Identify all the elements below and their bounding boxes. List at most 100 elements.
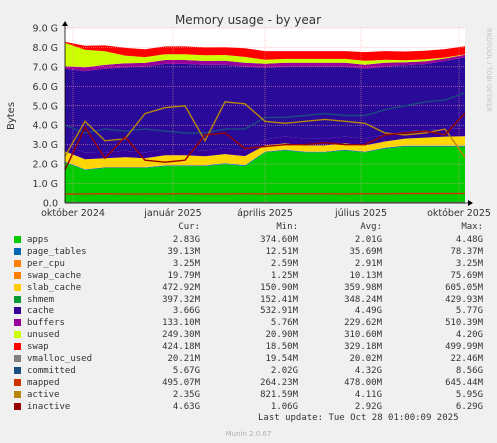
legend-swatch: [14, 259, 21, 267]
legend-header-min: Min:: [276, 222, 298, 232]
legend-value-max: 645.44M: [445, 377, 483, 388]
legend-value-avg: 329.18M: [344, 342, 382, 353]
legend-row-inactive: inactive 4.63G 1.06G 2.92G 6.29G: [0, 401, 497, 413]
legend-row-committed: committed 5.67G 2.02G 4.32G 8.56G: [0, 365, 497, 377]
legend-row-active: active 2.35G 821.59M 4.11G 5.95G: [0, 389, 497, 401]
legend-value-max: 605.05M: [445, 282, 483, 293]
legend-swatch: [14, 343, 21, 351]
legend-value-min: 1.25M: [270, 270, 298, 281]
legend-value-min: 2.02G: [270, 365, 298, 376]
legend-value-min: 1.06G: [270, 401, 298, 412]
y-tick-label: 2.0 G: [33, 160, 59, 171]
legend-series-name: shmem: [27, 294, 55, 305]
y-tick-label: 0.0: [43, 199, 58, 210]
legend-row-swap-cache: swap_cache 19.79M 1.25M 10.13M 75.69M: [0, 270, 497, 282]
legend-value-avg: 35.69M: [349, 246, 382, 257]
legend-row-mapped: mapped 495.07M 264.23M 478.00M 645.44M: [0, 377, 497, 389]
legend-value-avg: 4.32G: [354, 365, 382, 376]
legend-row-per-cpu: per_cpu 3.25M 2.59M 2.91M 3.25M: [0, 258, 497, 270]
legend-value-cur: 5.67G: [172, 365, 200, 376]
y-tick-label: 3.0 G: [33, 140, 59, 151]
legend-swatch: [14, 295, 21, 303]
legend-value-cur: 397.32M: [162, 294, 200, 305]
legend-value-min: 5.76M: [270, 318, 298, 329]
x-axis-arrow: [468, 200, 473, 206]
legend-value-avg: 359.98M: [344, 282, 382, 293]
area-cache: [65, 57, 465, 153]
y-tick-label: 6.0 G: [33, 82, 59, 93]
area-shmem: [65, 128, 465, 160]
legend-value-avg: 2.01G: [354, 235, 382, 245]
legend-value-avg: 10.13M: [349, 270, 382, 281]
legend-value-max: 8.56G: [455, 365, 483, 376]
legend-value-min: 821.59M: [260, 389, 298, 400]
munin-version: Munin 2.0.67: [225, 430, 272, 438]
legend-series-name: cache: [27, 306, 55, 317]
legend-swatch: [14, 283, 21, 291]
y-axis-arrow: [62, 21, 68, 26]
legend-value-max: 4.48G: [455, 235, 483, 245]
legend-swatch: [14, 247, 21, 255]
legend-value-max: 3.25M: [455, 258, 483, 269]
legend-value-cur: 249.30M: [162, 330, 200, 341]
legend-row-slab-cache: slab_cache 472.92M 150.90M 359.98M 605.05M: [0, 282, 497, 294]
legend-row-shmem: shmem 397.32M 152.41M 348.24M 429.93M: [0, 294, 497, 306]
y-tick-label: 1.0 G: [33, 179, 59, 190]
rrdtool-credit: RRDTOOL / TOBI OETIKER: [485, 28, 493, 112]
legend-swatch: [14, 366, 21, 374]
legend-value-avg: 310.60M: [344, 330, 382, 341]
y-axis-ticks: 0.0 1.0 G 2.0 G 3.0 G 4.0 G 5.0 G 6.0 G 7.0 G 8.…: [33, 24, 59, 210]
legend-series-name: page_tables: [27, 246, 87, 257]
legend-value-max: 5.95G: [455, 389, 483, 400]
y-tick-label: 5.0 G: [33, 101, 59, 112]
legend-series-name: per_cpu: [27, 258, 65, 269]
legend-row-cache: cache 3.66G 532.91M 4.49G 5.77G: [0, 305, 497, 317]
legend-value-cur: 20.21M: [167, 354, 200, 364]
legend-value-max: 429.93M: [445, 294, 483, 305]
legend-value-cur: 495.07M: [162, 377, 200, 388]
legend-value-min: 2.59M: [270, 258, 298, 269]
legend-series-name: slab_cache: [27, 282, 82, 293]
legend-value-avg: 2.91M: [354, 258, 382, 269]
y-tick-label: 8.0 G: [33, 43, 59, 54]
legend-series-name: inactive: [27, 401, 71, 412]
legend-value-cur: 3.25M: [172, 258, 200, 269]
legend-value-min: 18.50M: [265, 342, 298, 353]
x-tick-label: október 2024: [41, 208, 105, 219]
chart-title: Memory usage - by year: [175, 13, 321, 27]
legend-series-name: mapped: [27, 377, 60, 388]
legend-value-cur: 2.35G: [172, 389, 200, 400]
legend-value-avg: 4.11G: [354, 389, 382, 400]
legend-value-avg: 4.49G: [354, 306, 382, 317]
legend-swatch: [14, 390, 21, 398]
legend-value-cur: 19.79M: [167, 270, 200, 281]
legend-value-cur: 133.10M: [162, 318, 200, 329]
legend-value-cur: 472.92M: [162, 282, 200, 293]
legend-value-cur: 39.13M: [167, 246, 200, 257]
x-tick-label: január 2025: [143, 208, 201, 219]
y-axis-label: Bytes: [6, 102, 17, 130]
area-swap: [65, 41, 465, 61]
legend-value-max: 510.39M: [445, 318, 483, 329]
legend-value-avg: 348.24M: [344, 294, 382, 305]
area-swap-cache: [65, 145, 465, 170]
legend-value-max: 78.37M: [450, 246, 483, 257]
legend-swatch: [14, 378, 21, 386]
y-tick-label: 7.0 G: [33, 62, 59, 73]
legend-value-cur: 424.18M: [162, 342, 200, 353]
legend-value-avg: 2.92G: [354, 401, 382, 412]
y-tick-label: 4.0 G: [33, 121, 59, 132]
legend-value-min: 150.90M: [260, 282, 298, 293]
legend-value-max: 5.77G: [455, 306, 483, 317]
x-tick-label: április 2025: [237, 208, 293, 219]
legend-value-avg: 20.02M: [349, 354, 382, 364]
legend-row-buffers: buffers 133.10M 5.76M 229.62M 510.39M: [0, 317, 497, 329]
legend-series-name: vmalloc_used: [27, 354, 93, 364]
legend-row-vmalloc-used: vmalloc_used 20.21M 19.54M 20.02M 22.46M: [0, 353, 497, 365]
legend-value-min: 12.51M: [265, 246, 298, 257]
legend-series-name: active: [27, 389, 60, 400]
legend-series-name: apps: [27, 235, 49, 245]
legend-swatch: [14, 355, 21, 362]
legend-swatch: [14, 307, 21, 315]
legend-value-max: 22.46M: [450, 354, 483, 364]
